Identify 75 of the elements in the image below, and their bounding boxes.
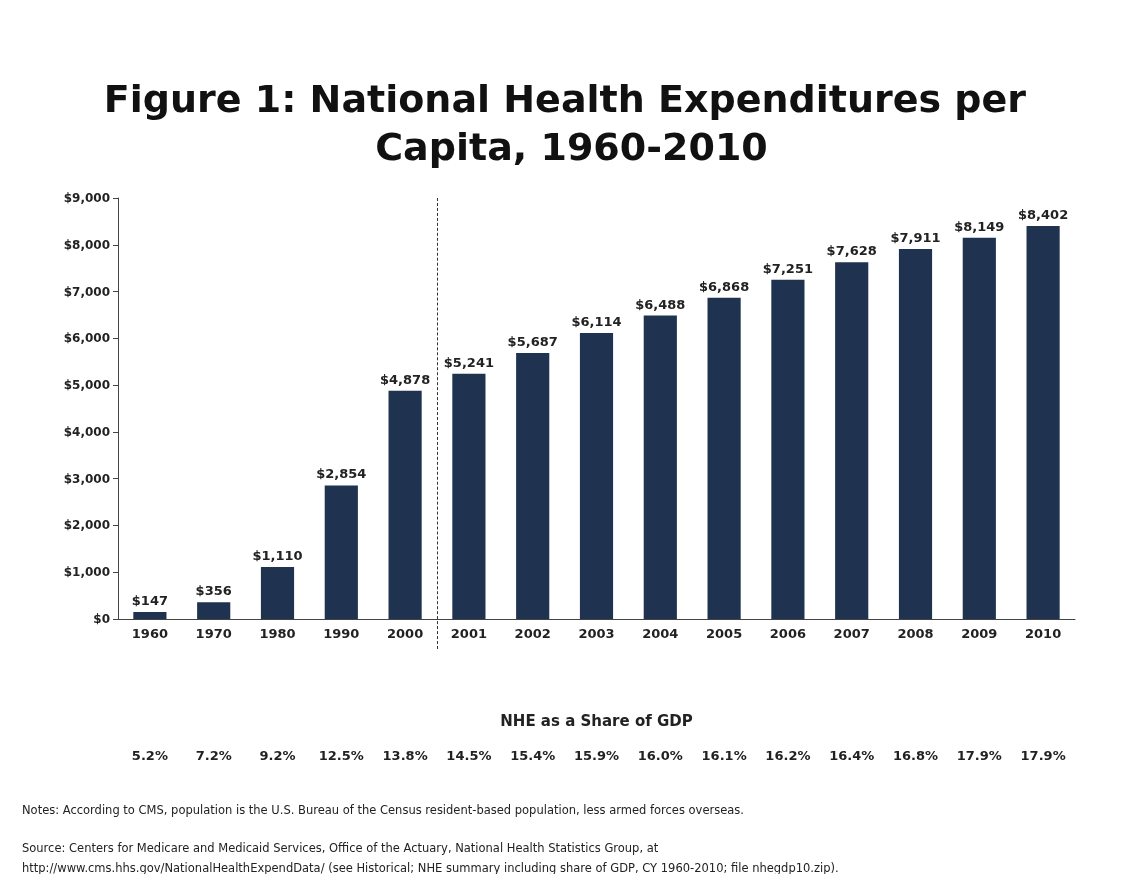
text: 16.8% <box>892 747 939 763</box>
x-tick-label: 1960 <box>131 626 168 641</box>
data-label: $7,628 <box>826 243 877 259</box>
y-tick-label: $9,000 <box>63 191 110 205</box>
bar <box>324 485 358 619</box>
x-tick-label: 2003 <box>578 626 615 641</box>
data-label: $8,149 <box>954 218 1005 234</box>
y-tick-label: $3,000 <box>63 471 110 486</box>
bar <box>643 315 677 619</box>
text: 9.2% <box>259 747 296 763</box>
data-label: $5,241 <box>443 354 494 370</box>
bar <box>835 262 869 619</box>
y-tick-label: $7,000 <box>63 284 110 299</box>
bar <box>452 373 486 619</box>
text: 17.9% <box>1020 747 1066 763</box>
x-tick-label: 2005 <box>706 626 743 641</box>
bar <box>260 567 295 619</box>
data-label: $6,114 <box>571 314 622 329</box>
data-label: $7,911 <box>890 229 941 245</box>
data-label: $6,868 <box>699 278 750 294</box>
text: 16.0% <box>637 747 683 763</box>
bar <box>898 248 933 619</box>
x-tick-label: 2000 <box>387 626 424 641</box>
y-tick-label: $8,000 <box>63 237 110 252</box>
text: 17.9% <box>956 747 1002 763</box>
text: 5.2% <box>131 747 168 763</box>
x-tick-label: 2010 <box>1025 626 1062 641</box>
bar <box>1026 225 1060 619</box>
text: 16.2% <box>765 747 811 763</box>
text: 12.5% <box>318 747 364 763</box>
y-tick-label: $2,000 <box>63 518 110 533</box>
x-tick-label: 2001 <box>450 626 487 641</box>
data-label: $1,110 <box>252 548 303 564</box>
bar <box>197 602 231 619</box>
x-tick-label: 2007 <box>833 626 870 641</box>
source-note: Source: Centers for Medicare and Medicaid Services, Office of the Actuary, National Health Statistics Group, at <box>22 841 659 855</box>
x-tick-label: 1970 <box>195 626 232 641</box>
text: Notes: According to CMS, population is the U.S. Bureau of the Census resident-based population, less armed forces overseas. <box>22 803 744 817</box>
y-tick-label: $0 <box>93 612 110 626</box>
text: NHE as a Share of GDP <box>500 712 693 730</box>
y-tick-label: $1,000 <box>63 565 110 580</box>
x-tick-label: 1980 <box>259 626 296 641</box>
text: 16.1% <box>701 747 747 763</box>
data-label: $7,251 <box>762 260 813 276</box>
bar <box>962 237 996 619</box>
x-tick-label: 2009 <box>961 626 998 641</box>
chart-title: Figure 1: National Health Expenditures per Capita, 1960-2010 <box>103 77 1040 169</box>
data-label: $4,878 <box>380 371 431 387</box>
y-tick-label: $4,000 <box>63 424 110 439</box>
text: 13.8% <box>382 747 428 763</box>
y-tick-label: $5,000 <box>63 378 110 393</box>
text: 16.4% <box>829 747 875 763</box>
data-label: $8,402 <box>1018 206 1069 222</box>
x-tick-label: 2004 <box>642 626 679 641</box>
x-tick-label: 2008 <box>897 626 934 641</box>
data-label: $5,687 <box>507 333 558 349</box>
x-tick-label: 1990 <box>323 626 360 641</box>
data-label: $6,488 <box>635 296 686 312</box>
bar <box>771 279 805 619</box>
bar <box>388 390 422 619</box>
bar <box>579 333 614 619</box>
bar <box>516 352 550 619</box>
x-tick-label: 2002 <box>514 626 551 641</box>
bar <box>133 612 167 619</box>
text: 7.2% <box>195 747 232 763</box>
text: 15.9% <box>573 747 620 763</box>
data-label: $356 <box>195 583 232 599</box>
text: 15.4% <box>510 747 556 763</box>
text: http://www.cms.hhs.gov/NationalHealthExpendData/ (see Historical; NHE summary including share of GDP, CY 1960-2010; file nhegdp10.zip). <box>22 861 839 875</box>
y-tick-label: $6,000 <box>63 331 110 346</box>
text: 14.5% <box>446 747 492 763</box>
data-label: $147 <box>131 593 168 609</box>
bar <box>707 297 741 619</box>
x-tick-label: 2006 <box>769 626 806 641</box>
data-label: $2,854 <box>316 466 367 482</box>
